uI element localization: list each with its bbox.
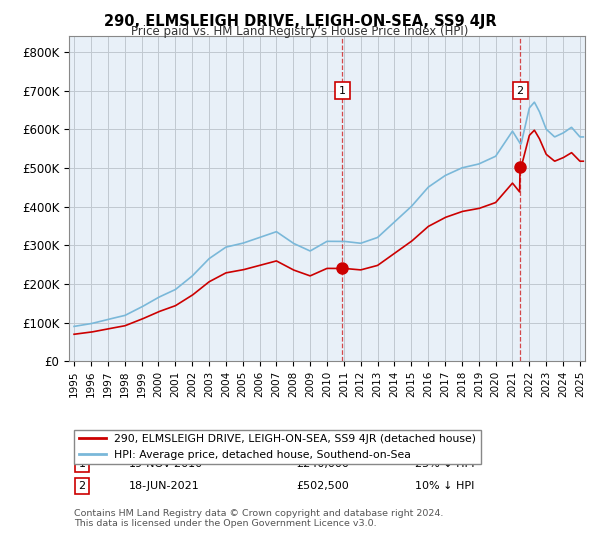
Text: £502,500: £502,500 [296, 481, 349, 491]
Text: 19-NOV-2010: 19-NOV-2010 [128, 459, 202, 469]
Text: 1: 1 [79, 459, 85, 469]
Text: 10% ↓ HPI: 10% ↓ HPI [415, 481, 474, 491]
Text: 1: 1 [338, 86, 346, 96]
Text: 25% ↓ HPI: 25% ↓ HPI [415, 459, 474, 469]
Text: £240,000: £240,000 [296, 459, 349, 469]
Legend: 290, ELMSLEIGH DRIVE, LEIGH-ON-SEA, SS9 4JR (detached house), HPI: Average price: 290, ELMSLEIGH DRIVE, LEIGH-ON-SEA, SS9 … [74, 430, 481, 464]
Text: 18-JUN-2021: 18-JUN-2021 [128, 481, 199, 491]
Text: 2: 2 [79, 481, 85, 491]
Text: Price paid vs. HM Land Registry’s House Price Index (HPI): Price paid vs. HM Land Registry’s House … [131, 25, 469, 38]
Text: Contains HM Land Registry data © Crown copyright and database right 2024.
This d: Contains HM Land Registry data © Crown c… [74, 509, 443, 529]
Text: 290, ELMSLEIGH DRIVE, LEIGH-ON-SEA, SS9 4JR: 290, ELMSLEIGH DRIVE, LEIGH-ON-SEA, SS9 … [104, 14, 496, 29]
Text: 2: 2 [517, 86, 524, 96]
